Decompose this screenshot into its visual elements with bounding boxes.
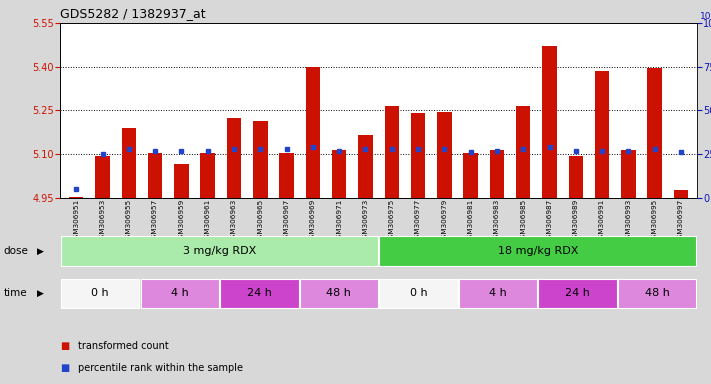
Text: 48 h: 48 h [326, 288, 351, 298]
Bar [61, 236, 378, 266]
Text: ▶: ▶ [37, 247, 44, 256]
Bar [148, 152, 162, 198]
Bar [385, 106, 399, 198]
Text: dose: dose [4, 246, 28, 256]
Text: 4 h: 4 h [171, 288, 188, 298]
Bar [542, 46, 557, 198]
Text: 48 h: 48 h [645, 288, 670, 298]
Bar [95, 156, 109, 198]
Text: 24 h: 24 h [247, 288, 272, 298]
Bar [220, 278, 299, 308]
Bar [358, 135, 373, 198]
Bar [618, 278, 696, 308]
Bar [69, 197, 83, 198]
Bar [490, 150, 504, 198]
Bar [141, 278, 219, 308]
Bar [122, 128, 136, 198]
Bar [621, 150, 636, 198]
Text: ■: ■ [60, 363, 70, 373]
Bar [379, 236, 696, 266]
Bar [299, 278, 378, 308]
Bar [595, 71, 609, 198]
Bar [437, 112, 451, 198]
Bar [61, 278, 139, 308]
Text: time: time [4, 288, 27, 298]
Bar [516, 106, 530, 198]
Bar [227, 118, 241, 198]
Bar [201, 152, 215, 198]
Bar [674, 190, 688, 198]
Text: GDS5282 / 1382937_at: GDS5282 / 1382937_at [60, 7, 206, 20]
Bar [279, 152, 294, 198]
Bar [459, 278, 538, 308]
Text: ■: ■ [60, 341, 70, 351]
Bar [174, 164, 188, 198]
Bar [569, 156, 583, 198]
Text: 3 mg/kg RDX: 3 mg/kg RDX [183, 246, 256, 256]
Text: ▶: ▶ [37, 289, 44, 298]
Bar [411, 113, 425, 198]
Text: 18 mg/kg RDX: 18 mg/kg RDX [498, 246, 578, 256]
Text: percentile rank within the sample: percentile rank within the sample [78, 363, 243, 373]
Bar [538, 278, 616, 308]
Text: transformed count: transformed count [78, 341, 169, 351]
Bar [648, 68, 662, 198]
Bar [253, 121, 267, 198]
Text: 0 h: 0 h [92, 288, 109, 298]
Text: 0 h: 0 h [410, 288, 427, 298]
Text: 100%: 100% [700, 12, 711, 21]
Bar [306, 67, 320, 198]
Bar [379, 278, 458, 308]
Bar [464, 152, 478, 198]
Bar [332, 150, 346, 198]
Text: 4 h: 4 h [489, 288, 507, 298]
Text: 24 h: 24 h [565, 288, 590, 298]
